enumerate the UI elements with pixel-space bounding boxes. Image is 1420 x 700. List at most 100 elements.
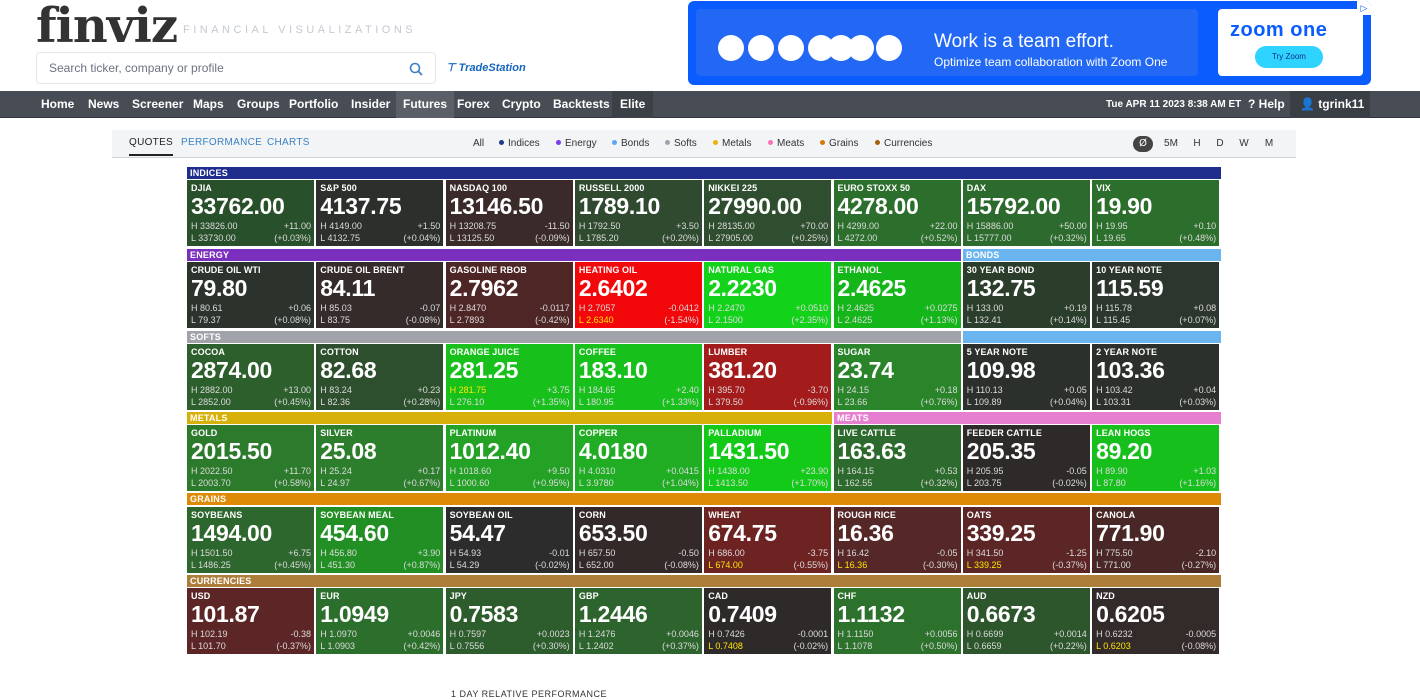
indices-dot-icon — [499, 140, 504, 145]
futures-tile[interactable]: SUGAR 23.74 H 24.15 L 23.66 +0.18 (+0.76%) — [833, 344, 961, 410]
futures-tile[interactable]: FEEDER CATTLE 205.35 H 205.95 L 203.75 -0.05… — [962, 425, 1090, 491]
tile-change-percent: (-1.54%) — [664, 315, 699, 325]
futures-tile[interactable]: ETHANOL 2.4625 H 2.4625 L 2.4625 +0.0275 (+1.… — [833, 262, 961, 328]
search-input[interactable] — [49, 61, 399, 75]
tab-charts[interactable]: CHARTS — [267, 137, 310, 148]
timeframe-w[interactable]: W — [1239, 138, 1249, 149]
futures-tile[interactable]: 10 YEAR NOTE 115.59 H 115.78 L 115.45 +0.08 (… — [1092, 262, 1220, 328]
nav-crypto[interactable]: Crypto — [502, 97, 541, 111]
futures-tile[interactable]: EURO STOXX 50 4278.00 H 4299.00 L 4272.00 +2… — [833, 180, 961, 246]
currencies-dot-icon — [875, 140, 880, 145]
futures-tile[interactable]: PALLADIUM 1431.50 H 1438.00 L 1413.50 +23.90… — [704, 425, 832, 491]
futures-tile[interactable]: COCOA 2874.00 H 2882.00 L 2852.00 +13.00 (+0.… — [187, 344, 314, 410]
tile-low: L 19.65 — [1096, 233, 1126, 243]
futures-tile[interactable]: CHF 1.1132 H 1.1150 L 1.1078 +0.0056 (+0.50%) — [833, 588, 961, 654]
futures-tile[interactable]: 30 YEAR BOND 132.75 H 133.00 L 132.41 +0.19 (… — [962, 262, 1090, 328]
tab-quotes[interactable]: QUOTES — [129, 137, 174, 156]
futures-tile[interactable]: SOYBEAN MEAL 454.60 H 456.80 L 451.30 +3.90 (… — [316, 507, 444, 573]
futures-tile[interactable]: RUSSELL 2000 1789.10 H 1792.50 L 1785.20 +3.… — [574, 180, 702, 246]
futures-tile[interactable]: NZD 0.6205 H 0.6232 L 0.6203 -0.0005 (-0.08%) — [1092, 588, 1220, 654]
tab-performance[interactable]: PERFORMANCE — [181, 137, 263, 148]
nav-elite[interactable]: Elite — [612, 91, 654, 118]
futures-tile[interactable]: GOLD 2015.50 H 2022.50 L 2003.70 +11.70 (+0.5… — [187, 425, 314, 491]
futures-tile[interactable]: CORN 653.50 H 657.50 L 652.00 -0.50 (-0.08%) — [574, 507, 702, 573]
tile-change-percent: (+1.35%) — [532, 397, 570, 407]
search-box[interactable] — [36, 52, 436, 84]
tile-change: +50.00 — [1059, 221, 1087, 231]
ad-banner[interactable]: Work is a team effort. Optimize team col… — [688, 1, 1371, 85]
nav-backtests[interactable]: Backtests — [553, 97, 610, 111]
adchoices-icon[interactable]: ▷ — [1357, 1, 1371, 15]
futures-tile[interactable]: 5 YEAR NOTE 109.98 H 110.13 L 109.89 +0.05 (+… — [962, 344, 1090, 410]
filter-softs[interactable]: Softs — [665, 138, 697, 149]
nav-home[interactable]: Home — [41, 97, 75, 111]
futures-tile[interactable]: COFFEE 183.10 H 184.65 L 180.95 +2.40 (+1.33%… — [574, 344, 702, 410]
timeframe-m[interactable]: M — [1264, 138, 1274, 149]
timeframe-none[interactable]: Ø — [1133, 136, 1153, 152]
futures-tile[interactable]: CRUDE OIL WTI 79.80 H 80.61 L 79.37 +0.06 (+0… — [187, 262, 314, 328]
nav-groups[interactable]: Groups — [237, 97, 280, 111]
finviz-logo[interactable]: finviz — [36, 0, 178, 54]
futures-tile[interactable]: COPPER 4.0180 H 4.0310 L 3.9780 +0.0415 (+1.0… — [574, 425, 702, 491]
category-bonds: BONDS — [963, 249, 1221, 261]
futures-tile[interactable]: CRUDE OIL BRENT 84.11 H 85.03 L 83.75 -0.07 (… — [316, 262, 444, 328]
futures-tile[interactable]: S&P 500 4137.75 H 4149.00 L 4132.75 +1.50 (+0… — [316, 180, 444, 246]
nav-user[interactable]: 👤 tgrink11 — [1290, 91, 1370, 118]
futures-tile[interactable]: SOYBEANS 1494.00 H 1501.50 L 1486.25 +6.75 (+… — [187, 507, 314, 573]
filter-bonds[interactable]: Bonds — [612, 138, 649, 149]
futures-tile[interactable]: LUMBER 381.20 H 395.70 L 379.50 -3.70 (-0.96%… — [704, 344, 832, 410]
filter-grains[interactable]: Grains — [820, 138, 858, 149]
futures-tile[interactable]: EUR 1.0949 H 1.0970 L 1.0903 +0.0046 (+0.42%) — [316, 588, 444, 654]
nav-futures[interactable]: Futures — [396, 91, 455, 118]
futures-tile[interactable]: PLATINUM 1012.40 H 1018.60 L 1000.60 +9.50 (+… — [445, 425, 573, 491]
tile-change-percent: (-0.08%) — [405, 315, 441, 325]
futures-tile[interactable]: LEAN HOGS 89.20 H 89.90 L 87.80 +1.03 (+1.16%… — [1092, 425, 1220, 491]
nav-news[interactable]: News — [88, 97, 120, 111]
futures-tile[interactable]: 2 YEAR NOTE 103.36 H 103.42 L 103.31 +0.04 (+… — [1092, 344, 1220, 410]
timeframe-5m[interactable]: 5M — [1164, 138, 1178, 149]
futures-tile[interactable]: USD 101.87 H 102.19 L 101.70 -0.38 (-0.37%) — [187, 588, 314, 654]
nav-insider[interactable]: Insider — [351, 97, 391, 111]
tile-high: H 1.1150 — [837, 629, 874, 639]
timeframe-d[interactable]: D — [1216, 138, 1224, 149]
filter-indices[interactable]: Indices — [499, 138, 540, 149]
futures-tile[interactable]: OATS 339.25 H 341.50 L 339.25 -1.25 (-0.37%) — [962, 507, 1090, 573]
futures-tile[interactable]: AUD 0.6673 H 0.6699 L 0.6659 +0.0014 (+0.22%) — [962, 588, 1090, 654]
futures-tile[interactable]: DJIA 33762.00 H 33826.00 L 33730.00 +11.00 (+… — [187, 180, 314, 246]
futures-tile[interactable]: COTTON 82.68 H 83.24 L 82.36 +0.23 (+0.28%) — [316, 344, 444, 410]
nav-maps[interactable]: Maps — [193, 97, 224, 111]
tile-high: H 4149.00 — [320, 221, 362, 231]
tile-name: GASOLINE RBOB — [449, 265, 527, 275]
nav-help[interactable]: ? Help — [1248, 97, 1285, 111]
futures-tile[interactable]: HEATING OIL 2.6402 H 2.7057 L 2.6340 -0.0412… — [574, 262, 702, 328]
futures-tile[interactable]: ORANGE JUICE 281.25 H 281.75 L 276.10 +3.75 (… — [445, 344, 573, 410]
tile-price: 1.0949 — [320, 601, 389, 627]
futures-tile[interactable]: ROUGH RICE 16.36 H 16.42 L 16.36 -0.05 (-0.30… — [833, 507, 961, 573]
futures-tile[interactable]: NASDAQ 100 13146.50 H 13208.75 L 13125.50 -1… — [445, 180, 573, 246]
search-icon[interactable] — [409, 62, 423, 76]
futures-tile[interactable]: NIKKEI 225 27990.00 H 28135.00 L 27905.00 +7… — [704, 180, 832, 246]
filter-energy[interactable]: Energy — [556, 138, 597, 149]
futures-tile[interactable]: CAD 0.7409 H 0.7426 L 0.7408 -0.0001 (-0.02%) — [704, 588, 832, 654]
nav-forex[interactable]: Forex — [457, 97, 490, 111]
timeframe-h[interactable]: H — [1193, 138, 1201, 149]
futures-tile[interactable]: DAX 15792.00 H 15886.00 L 15777.00 +50.00 (+0… — [962, 180, 1090, 246]
nav-portfolio[interactable]: Portfolio — [289, 97, 339, 111]
futures-tile[interactable]: CANOLA 771.90 H 775.50 L 771.00 -2.10 (-0.27%… — [1092, 507, 1220, 573]
futures-tile[interactable]: LIVE CATTLE 163.63 H 164.15 L 162.55 +0.53 (+… — [833, 425, 961, 491]
futures-tile[interactable]: WHEAT 674.75 H 686.00 L 674.00 -3.75 (-0.55%) — [704, 507, 832, 573]
tradestation-link[interactable]: ⊤ TradeStation — [446, 62, 526, 74]
futures-tile[interactable]: JPY 0.7583 H 0.7597 L 0.7556 +0.0023 (+0.30%) — [445, 588, 573, 654]
nav-screener[interactable]: Screener — [132, 97, 184, 111]
filter-metals[interactable]: Metals — [713, 138, 751, 149]
futures-tile[interactable]: SOYBEAN OIL 54.47 H 54.93 L 54.29 -0.01 (-0.0… — [445, 507, 573, 573]
futures-tile[interactable]: GBP 1.2446 H 1.2476 L 1.2402 +0.0046 (+0.37%) — [574, 588, 702, 654]
futures-tile[interactable]: SILVER 25.08 H 25.24 L 24.97 +0.17 (+0.67%) — [316, 425, 444, 491]
futures-tile[interactable]: GASOLINE RBOB 2.7962 H 2.8470 L 2.7893 -0.01… — [445, 262, 573, 328]
filter-meats[interactable]: Meats — [768, 138, 804, 149]
filter-all[interactable]: All — [473, 138, 485, 149]
futures-tile[interactable]: NATURAL GAS 2.2230 H 2.2470 L 2.1500 +0.0510… — [704, 262, 832, 328]
try-zoom-button[interactable]: Try Zoom — [1255, 46, 1323, 68]
filter-currencies[interactable]: Currencies — [875, 138, 932, 149]
futures-tile[interactable]: VIX 19.90 H 19.95 L 19.65 +0.10 (+0.48%) — [1092, 180, 1220, 246]
